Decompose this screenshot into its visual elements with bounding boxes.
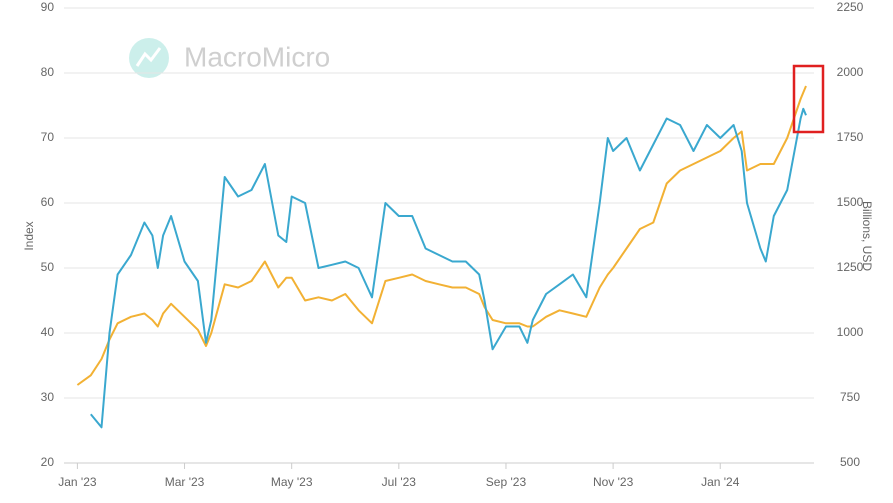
y-tick-label: 20 — [41, 455, 55, 469]
watermark: MacroMicro — [184, 41, 330, 72]
y2-tick-label: 1500 — [837, 195, 864, 209]
x-tick-label: Jan '23 — [58, 475, 97, 489]
y2-tick-label: 1000 — [837, 325, 864, 339]
watermark-logo — [129, 38, 169, 78]
y2-tick-label: 1750 — [837, 130, 864, 144]
y2-tick-label: 1250 — [837, 260, 864, 274]
x-tick-label: May '23 — [271, 475, 313, 489]
x-tick-label: Jul '23 — [382, 475, 417, 489]
highlight-box — [792, 64, 825, 134]
y-tick-label: 80 — [41, 65, 55, 79]
x-tick-label: Nov '23 — [593, 475, 634, 489]
y2-tick-label: 750 — [840, 390, 860, 404]
x-tick-label: Mar '23 — [165, 475, 205, 489]
series-line — [90, 107, 807, 429]
y-tick-label: 50 — [41, 260, 55, 274]
y-tick-label: 60 — [41, 195, 55, 209]
series-line — [76, 85, 807, 386]
y2-tick-label: 500 — [840, 455, 860, 469]
x-tick-label: Sep '23 — [486, 475, 527, 489]
y2-tick-label: 2250 — [837, 0, 864, 14]
x-tick-label: Jan '24 — [701, 475, 740, 489]
y-tick-label: 40 — [41, 325, 55, 339]
y-tick-label: 70 — [41, 130, 55, 144]
y2-axis-label: Billions, USD — [860, 201, 874, 271]
y-tick-label: 90 — [41, 0, 55, 14]
y-tick-label: 30 — [41, 390, 55, 404]
y2-tick-label: 2000 — [837, 65, 864, 79]
y-axis-label: Index — [22, 221, 36, 250]
